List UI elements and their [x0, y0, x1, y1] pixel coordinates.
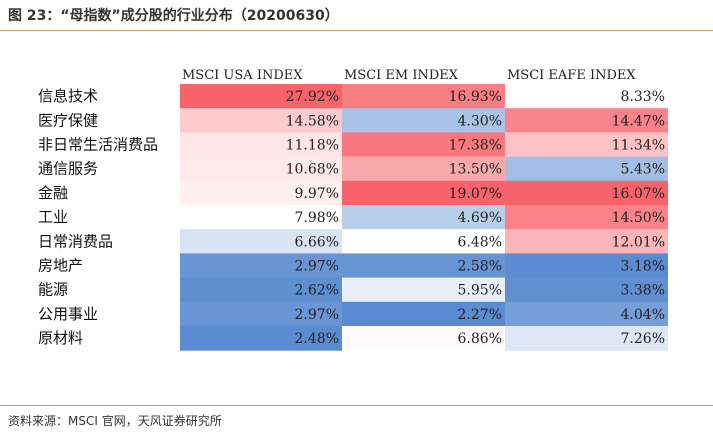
cell-value-label: 2.48% [295, 331, 339, 347]
row-label: 医疗保健 [38, 111, 98, 129]
cell-value-label: 27.92% [286, 89, 339, 105]
cell-value-label: 5.95% [458, 283, 502, 299]
cell-value-label: 6.66% [295, 234, 339, 250]
heatmap-cell [342, 132, 505, 158]
cell-value-label: 4.69% [458, 210, 502, 226]
cell-value-label: 2.62% [295, 283, 339, 299]
heatmap-cell [505, 108, 668, 133]
heatmap-cell [180, 108, 342, 133]
cell-value-label: 14.50% [612, 210, 665, 226]
cell-value-label: 2.97% [295, 259, 339, 275]
heatmap-cell [342, 301, 505, 327]
cell-value-label: 3.38% [621, 283, 665, 299]
cell-value-label: 8.33% [621, 89, 665, 105]
cell-value-label: 2.97% [295, 307, 339, 323]
row-label: 信息技术 [38, 87, 98, 105]
row-label: 能源 [38, 281, 68, 299]
heatmap-cell [180, 229, 342, 254]
row-label: 日常消费品 [38, 232, 113, 250]
heatmap-cell [180, 301, 342, 327]
cell-value-label: 19.07% [449, 186, 502, 202]
heatmap-cell [505, 84, 668, 109]
heatmap-cell [180, 253, 342, 279]
cell-value-label: 17.38% [449, 138, 502, 154]
bottom-divider [0, 405, 713, 406]
heatmap-cell [180, 277, 342, 303]
row-label: 金融 [38, 184, 68, 202]
cell-value-label: 14.58% [286, 113, 339, 129]
cell-value-label: 7.98% [295, 210, 339, 226]
heatmap-cell [505, 229, 668, 254]
cell-value-label: 10.68% [286, 162, 339, 178]
row-label: 房地产 [38, 257, 83, 275]
heatmap-cell [505, 180, 668, 206]
cell-value-label: 11.18% [286, 138, 339, 154]
cell-value-label: 6.86% [458, 331, 502, 347]
cell-value-label: 11.34% [612, 138, 665, 154]
chart-title: 图 23：“母指数”成分股的行业分布（20200630） [8, 8, 339, 24]
heatmap-cell [180, 132, 342, 158]
heatmap-cell [342, 205, 505, 230]
heatmap-cell [505, 301, 668, 327]
heatmap-cell [342, 277, 505, 303]
row-label: 公用事业 [38, 305, 98, 323]
heatmap-cell [505, 253, 668, 279]
heatmap-cell [505, 205, 668, 230]
cell-value-label: 14.47% [612, 113, 665, 129]
cell-value-label: 13.50% [449, 162, 502, 178]
heatmap-cell [342, 108, 505, 133]
column-header: MSCI USA INDEX [182, 68, 303, 83]
row-label: 工业 [38, 208, 68, 226]
cell-value-label: 3.18% [621, 259, 665, 275]
source-note: 资料来源：MSCI 官网，天风证券研究所 [8, 414, 222, 428]
cell-value-label: 7.26% [621, 331, 665, 347]
cell-value-label: 6.48% [458, 234, 502, 250]
row-label: 通信服务 [38, 160, 98, 178]
cell-value-label: 16.93% [449, 89, 502, 105]
heatmap-cell [505, 326, 668, 351]
heatmap-cell [342, 229, 505, 254]
heatmap-cell [505, 277, 668, 303]
row-label: 原材料 [38, 329, 83, 347]
cell-value-label: 4.04% [621, 307, 665, 323]
cell-value-label: 2.58% [458, 259, 502, 275]
cell-value-label: 2.27% [458, 307, 502, 323]
heatmap-cell [505, 132, 668, 158]
heatmap-cell [180, 84, 342, 109]
heatmap-cell [342, 326, 505, 351]
heatmap-cell [180, 326, 342, 351]
cell-value-label: 16.07% [612, 186, 665, 202]
heatmap-cell [180, 156, 342, 182]
heatmap-cell [342, 84, 505, 109]
cell-value-label: 4.30% [458, 113, 502, 129]
heatmap-cell [342, 253, 505, 279]
row-label: 非日常生活消费品 [38, 136, 158, 154]
cell-value-label: 12.01% [612, 234, 665, 250]
heatmap-cell [180, 205, 342, 230]
heatmap-cell [180, 180, 342, 206]
heatmap-cell [342, 180, 505, 206]
heatmap-cell [342, 156, 505, 182]
column-header: MSCI EM INDEX [344, 68, 459, 83]
cell-value-label: 9.97% [295, 186, 339, 202]
top-divider [0, 30, 713, 31]
heatmap-cell [505, 156, 668, 182]
column-header: MSCI EAFE INDEX [507, 68, 636, 83]
cell-value-label: 5.43% [621, 162, 665, 178]
